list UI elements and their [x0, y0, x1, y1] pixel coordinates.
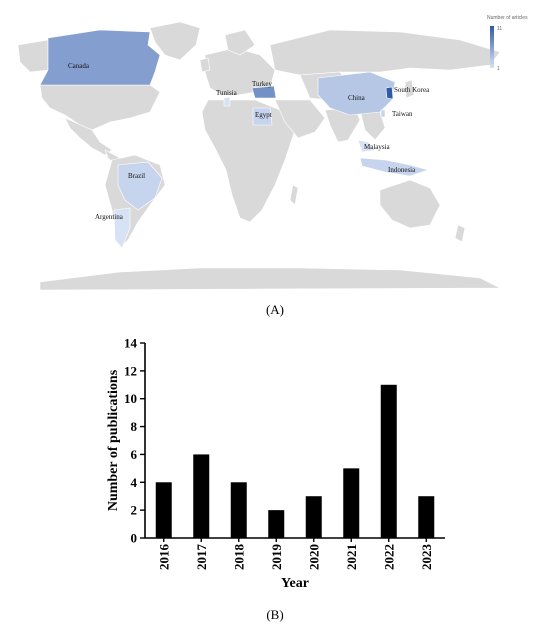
y-tick-label: 10	[124, 391, 137, 406]
scandinavia-shape	[224, 29, 256, 56]
x-tick-label-2019: 2019	[269, 544, 284, 571]
bar-2020	[305, 496, 322, 538]
china-shape	[317, 71, 396, 116]
bar-2018	[230, 482, 247, 538]
panel-b-label: (B)	[266, 607, 284, 622]
highlighted-countries	[39, 29, 430, 249]
x-tick-label-2018: 2018	[231, 544, 246, 571]
x-tick-label-2016: 2016	[156, 544, 171, 571]
label-taiwan: Taiwan	[392, 110, 413, 118]
y-tick-label: 14	[124, 336, 138, 351]
panel-a-label: (A)	[265, 302, 285, 317]
country-labels: Canada Turkey Tunisia Egypt China South …	[68, 62, 430, 221]
x-tick-label-2021: 2021	[344, 544, 359, 570]
label-brazil: Brazil	[128, 172, 145, 180]
brazil-shape	[117, 161, 163, 211]
indonesia-shape	[359, 157, 430, 177]
legend-color-bar	[490, 26, 494, 68]
bar-2019	[268, 510, 285, 538]
y-axis-title: Number of publications	[106, 369, 121, 511]
y-tick-label: 2	[131, 503, 138, 518]
uk-shape	[199, 57, 211, 73]
label-malaysia: Malaysia	[364, 143, 391, 151]
usa-shape	[39, 84, 161, 131]
y-tick-label: 0	[131, 531, 138, 546]
japan-shape	[404, 79, 415, 99]
canada-shape	[39, 29, 161, 86]
south-korea-shape	[385, 86, 394, 100]
x-tick-label-2020: 2020	[306, 544, 321, 570]
x-tick-label-2022: 2022	[381, 544, 396, 570]
y-tick-label: 4	[131, 475, 138, 490]
label-canada: Canada	[68, 62, 90, 70]
bar-2022	[380, 384, 397, 538]
legend-max-label: 11	[497, 26, 502, 32]
egypt-shape	[252, 107, 273, 126]
y-tick-label: 12	[124, 363, 137, 378]
bar-2023	[418, 496, 435, 538]
russia-shape	[269, 29, 501, 76]
legend-min-label: 1	[497, 66, 500, 72]
label-turkey: Turkey	[252, 80, 272, 88]
alaska-shape	[17, 39, 49, 73]
mexico-shape	[64, 117, 113, 156]
publications-bar-chart: 0 2 4 6 8 10 12 14 2016 2017 2018 2019 2020 2021 2022 2…	[106, 336, 445, 591]
legend-title: Number of articles	[487, 15, 528, 21]
argentina-shape	[113, 207, 131, 249]
greenland-shape	[149, 21, 201, 61]
australia-shape	[379, 179, 441, 229]
label-tunisia: Tunisia	[216, 89, 238, 97]
bar-2017	[193, 454, 210, 538]
label-egypt: Egypt	[255, 111, 272, 119]
bar-2016	[155, 482, 172, 538]
taiwan-shape	[380, 109, 386, 118]
x-tick-label-2023: 2023	[419, 544, 434, 571]
label-china: China	[348, 94, 366, 102]
middle-east-shape	[274, 99, 326, 139]
madagascar-shape	[289, 184, 299, 206]
turkey-shape	[251, 85, 277, 99]
new-zealand-shape	[454, 224, 466, 243]
malaysia-shape	[357, 139, 376, 153]
x-axis-title: Year	[281, 576, 309, 591]
label-indonesia: Indonesia	[388, 166, 416, 174]
label-south-korea: South Korea	[394, 86, 430, 94]
antarctica-shape	[39, 267, 501, 291]
tunisia-shape	[223, 96, 231, 107]
y-tick-label: 8	[131, 419, 138, 434]
world-map: Canada Turkey Tunisia Egypt China South …	[17, 15, 528, 291]
label-argentina: Argentina	[95, 213, 124, 221]
world-map-panel: Canada Turkey Tunisia Egypt China South …	[0, 0, 550, 300]
africa-shape	[201, 99, 296, 223]
y-tick-label: 6	[131, 447, 138, 462]
map-legend: Number of articles 11 1	[487, 15, 528, 72]
x-tick-label-2017: 2017	[194, 544, 209, 571]
bar-2021	[343, 468, 360, 538]
